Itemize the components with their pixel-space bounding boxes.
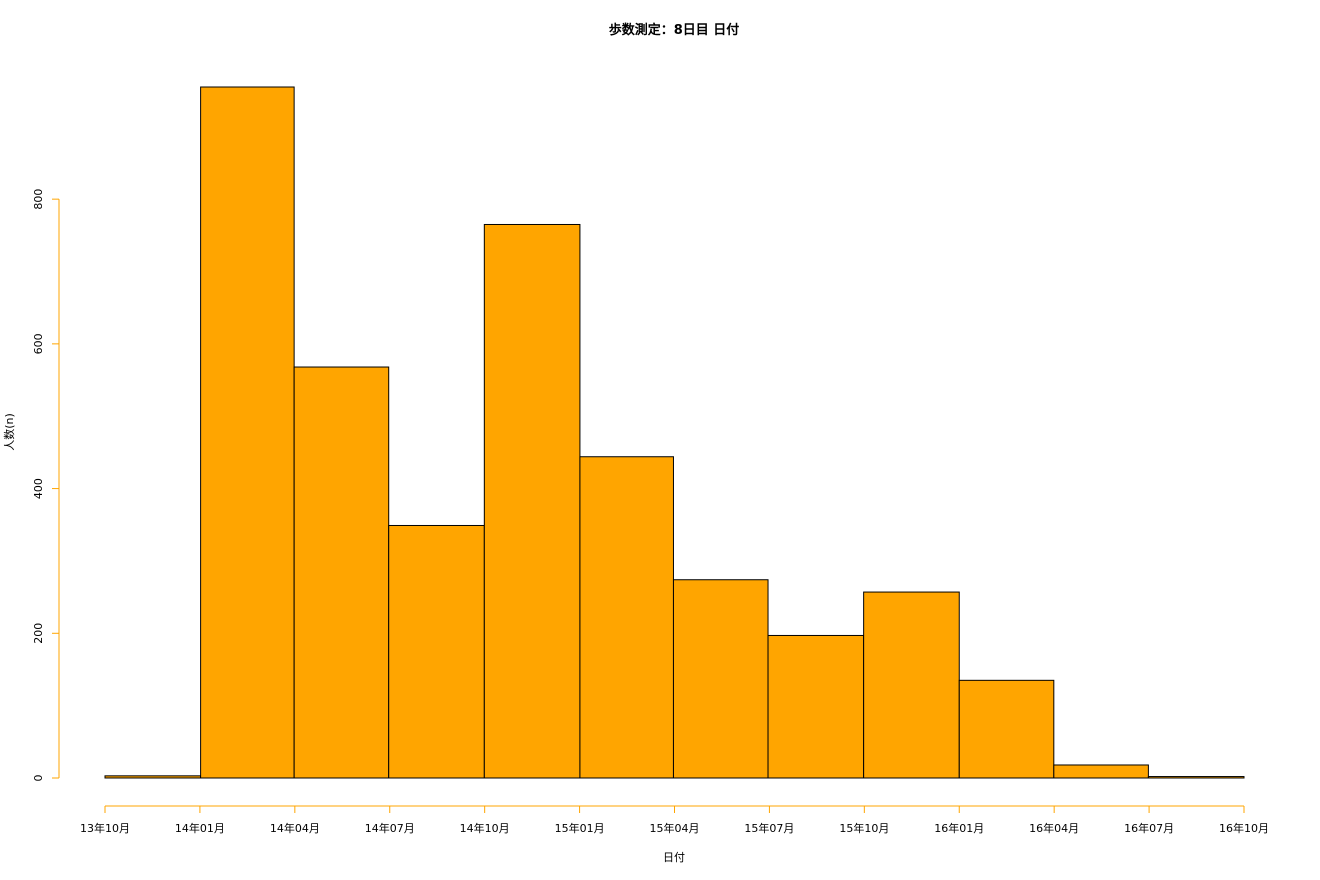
histogram-bar-10: [958, 679, 1055, 779]
x-tick-label-8: 15年07月: [744, 821, 794, 835]
x-axis: 13年10月 14年01月 14年04月 14年07月 14年10月 15年01月 15年0…: [80, 805, 1269, 835]
x-tick-label-1: 13年10月: [80, 821, 130, 835]
x-tick-label-7: 15年04月: [650, 821, 700, 835]
chart-title: 歩数測定：8日目 日付: [609, 22, 740, 38]
histogram-bar-2: [200, 86, 295, 779]
y-axis: 0 200 400 600 800: [32, 189, 60, 782]
y-axis-title: 人数(n): [3, 413, 16, 451]
x-tick-label-4: 14年07月: [365, 821, 415, 835]
histogram-bar-3: [293, 366, 390, 779]
y-tick-label-5: 800: [32, 189, 45, 210]
y-tick-label-2: 200: [32, 623, 45, 644]
x-tick-label-5: 14年10月: [460, 821, 510, 835]
histogram-bar-4: [388, 524, 485, 779]
x-tick-label-13: 16年10月: [1219, 821, 1269, 835]
x-tick-label-12: 16年07月: [1124, 821, 1174, 835]
y-tick-label-1: 0: [32, 775, 45, 782]
histogram-bar-9: [863, 591, 960, 779]
x-tick-label-6: 15年01月: [555, 821, 605, 835]
histogram-bar-1: [104, 775, 202, 779]
x-tick-label-11: 16年04月: [1029, 821, 1079, 835]
x-axis-title: 日付: [663, 851, 685, 864]
histogram-bar-12: [1147, 776, 1245, 779]
x-tick-label-10: 16年01月: [934, 821, 984, 835]
y-tick-label-3: 400: [32, 478, 45, 499]
y-tick-label-4: 600: [32, 333, 45, 354]
x-tick-label-9: 15年10月: [839, 821, 889, 835]
histogram-bar-7: [672, 579, 769, 779]
histogram-bar-11: [1053, 764, 1149, 779]
bars-layer: [104, 86, 1245, 779]
histogram-bar-5: [483, 223, 581, 779]
x-tick-label-2: 14年01月: [175, 821, 225, 835]
histogram-bar-8: [767, 634, 865, 779]
x-tick-label-3: 14年04月: [270, 821, 320, 835]
histogram-bar-6: [579, 456, 674, 779]
